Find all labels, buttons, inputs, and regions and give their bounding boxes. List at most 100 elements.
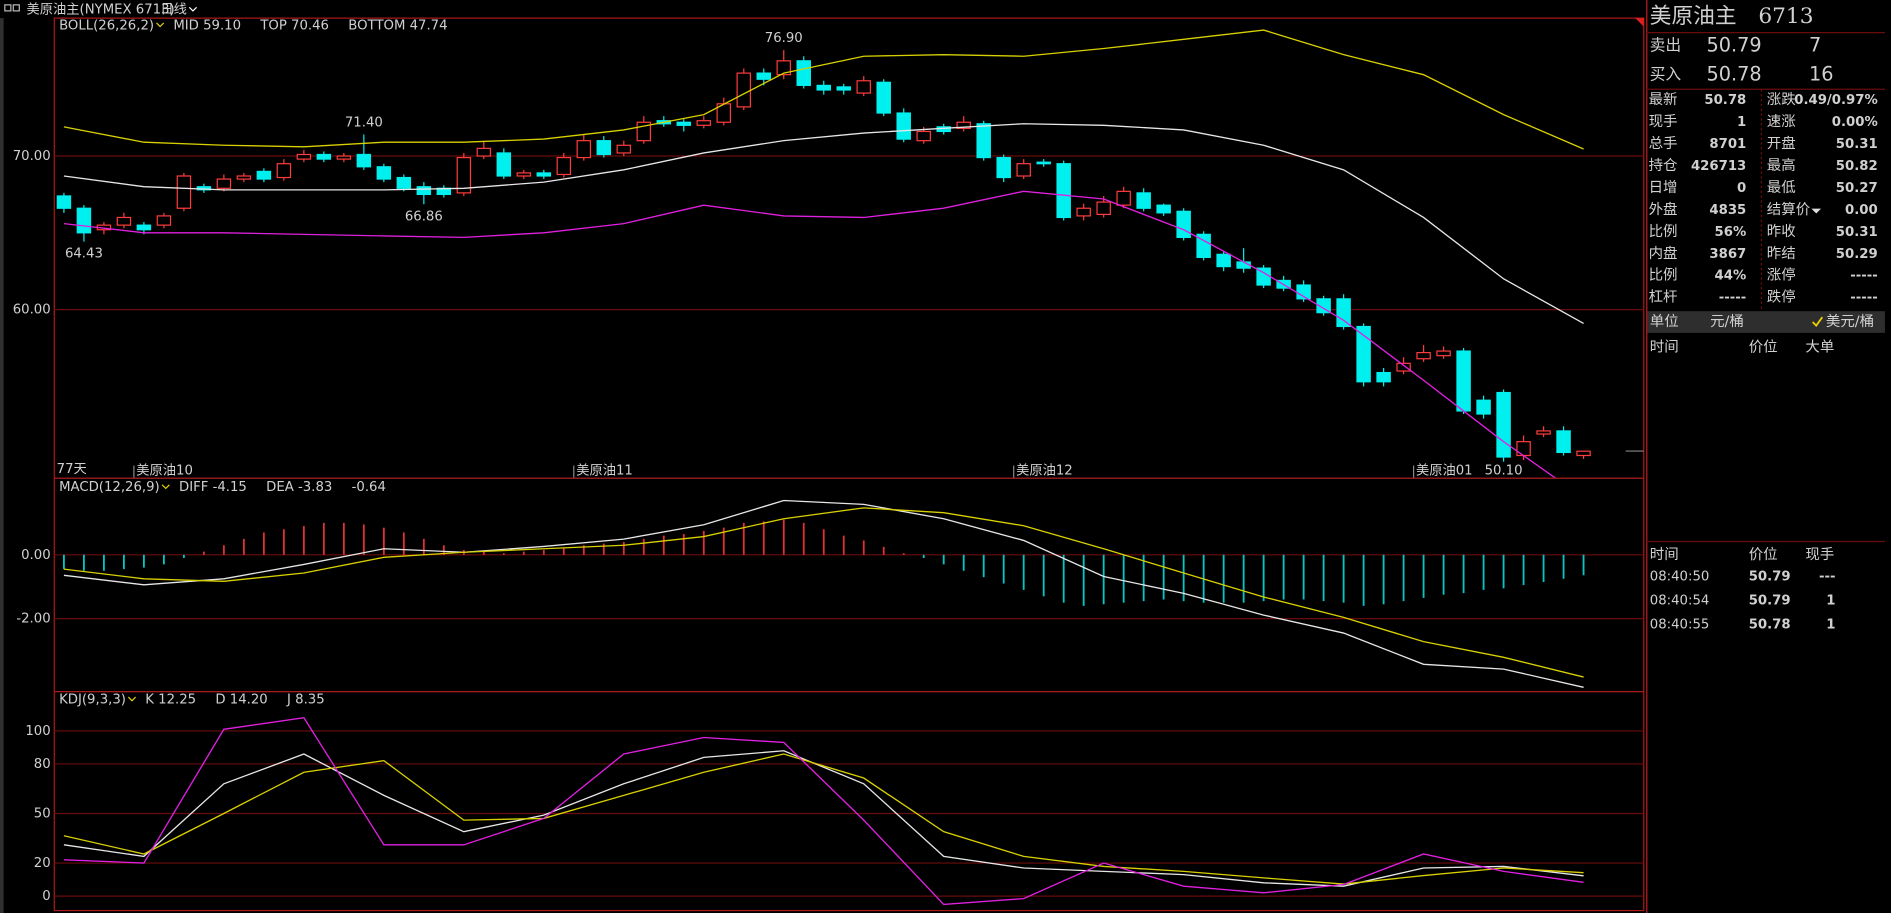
candle-body	[56, 195, 72, 209]
quote-label: 外盘	[1649, 200, 1678, 218]
candle-body	[76, 207, 92, 234]
candle-body	[836, 86, 851, 91]
quote-label: 杠杆	[1649, 289, 1678, 306]
candle-body	[1576, 450, 1591, 457]
candle-body	[576, 140, 592, 159]
quote-value: 3867	[1709, 247, 1746, 262]
candle-body	[1516, 441, 1531, 457]
period-label: 美原油10	[136, 462, 193, 478]
indicator-line	[63, 507, 1584, 678]
quote-value: 56%	[1715, 225, 1747, 240]
unit-label: 单位	[1650, 313, 1679, 330]
quote-value: 0.00	[1845, 203, 1878, 218]
candle-body	[1136, 192, 1151, 209]
order-label: 卖出	[1650, 35, 1681, 54]
unit-option[interactable]: 元/桶	[1710, 313, 1744, 330]
y-tick-label: 70.00	[13, 149, 51, 164]
candle-body	[916, 130, 931, 142]
candle-body	[176, 175, 192, 209]
candle-body	[496, 152, 512, 177]
trade-price: 50.79	[1749, 594, 1791, 609]
order-volume: 16	[1809, 62, 1834, 85]
candle-body	[976, 123, 991, 159]
candle-body	[1116, 190, 1131, 206]
candle-body	[416, 186, 432, 196]
candle-body	[736, 72, 751, 108]
indicator-line	[63, 190, 1556, 478]
instrument-code: 6713	[1758, 4, 1813, 29]
order-price: 50.79	[1706, 33, 1761, 56]
trade-volume: 1	[1826, 618, 1835, 633]
quote-value: 426713	[1691, 159, 1746, 174]
header-title[interactable]: 美原油主(NYMEX 6713)	[27, 2, 175, 18]
candle-body	[256, 170, 272, 180]
candle-body	[1396, 362, 1411, 372]
day-count: 77天	[57, 462, 87, 477]
candle-body	[116, 216, 132, 226]
labels: 60.00 70.00 BOLL(26,26,2) MID 59.10 TOP 70.4…	[13, 18, 1523, 904]
indicator-title[interactable]: MACD(12,26,9)	[59, 480, 160, 495]
quote-value: 0.00%	[1832, 115, 1878, 130]
column-header: 价位	[1749, 338, 1778, 355]
quote-value: 50.78	[1704, 93, 1746, 108]
period-select[interactable]: 日线	[160, 2, 187, 18]
candle-body	[136, 224, 152, 231]
candle-body	[616, 144, 632, 154]
trade-price: 50.79	[1749, 569, 1791, 584]
candle-body	[516, 172, 532, 177]
indicator-title[interactable]: BOLL(26,26,2)	[59, 18, 154, 33]
candle-body	[856, 80, 871, 94]
candle-body	[776, 60, 791, 76]
quote-value: 1	[1737, 115, 1746, 130]
macd-plot	[54, 499, 1644, 688]
candle-body	[1556, 430, 1571, 454]
candle-body	[396, 176, 412, 189]
candle-body	[896, 112, 911, 140]
candle-body	[1176, 210, 1191, 239]
indicator-title[interactable]: KDJ(9,3,3)	[59, 693, 126, 708]
trade-time: 08:40:50	[1650, 569, 1710, 584]
quote-value: 50.31	[1836, 137, 1878, 152]
kdj-plot	[54, 717, 1644, 906]
legend-item: BOTTOM 47.74	[348, 18, 447, 33]
legend-item: DIFF -4.15	[179, 480, 247, 495]
candle-body	[296, 153, 312, 160]
candle-body	[1356, 325, 1371, 383]
candle-body	[476, 147, 492, 157]
quote-label: 总手	[1649, 135, 1678, 152]
caret	[188, 6, 198, 12]
indicator-line	[63, 753, 1584, 885]
candle-body	[1536, 430, 1551, 435]
candle-body	[1056, 163, 1071, 219]
candle-body	[816, 84, 831, 91]
order-label: 买入	[1650, 64, 1682, 83]
column-header: 价位	[1749, 546, 1778, 563]
legend-item: MID 59.10	[173, 18, 241, 33]
candle-body	[276, 163, 292, 179]
candle-body	[1416, 351, 1431, 360]
price-plot	[54, 29, 1644, 478]
quote-label: 昨结	[1767, 245, 1796, 262]
candle-body	[1376, 371, 1391, 383]
candle-body	[796, 60, 811, 86]
candle-body	[1196, 233, 1211, 258]
low-label: 64.43	[65, 247, 103, 262]
quote-label: 内盘	[1649, 244, 1678, 262]
quote-label: 速涨	[1767, 113, 1796, 130]
caret	[127, 696, 137, 702]
trade-volume: ---	[1819, 569, 1836, 584]
legend-item: DEA -3.83	[266, 480, 332, 495]
column-header: 时间	[1650, 546, 1679, 563]
quote-value: 50.29	[1836, 247, 1878, 262]
dropdown-caret[interactable]	[1811, 208, 1822, 214]
candle-body	[1096, 201, 1111, 215]
trade-time: 08:40:54	[1650, 594, 1710, 609]
candle-body	[756, 72, 771, 80]
candle-body	[956, 121, 971, 129]
unit-option[interactable]: 美元/桶	[1826, 313, 1874, 330]
quote-label: 开盘	[1767, 134, 1796, 152]
candle-body	[456, 156, 472, 194]
candle-body	[696, 120, 712, 126]
quote-panel: 美原油主 6713 卖出 50.79 7 买入 50.78 16 最新 50.78 涨跌0.49/0…	[1646, 4, 1885, 633]
column-header: 大单	[1805, 338, 1834, 355]
